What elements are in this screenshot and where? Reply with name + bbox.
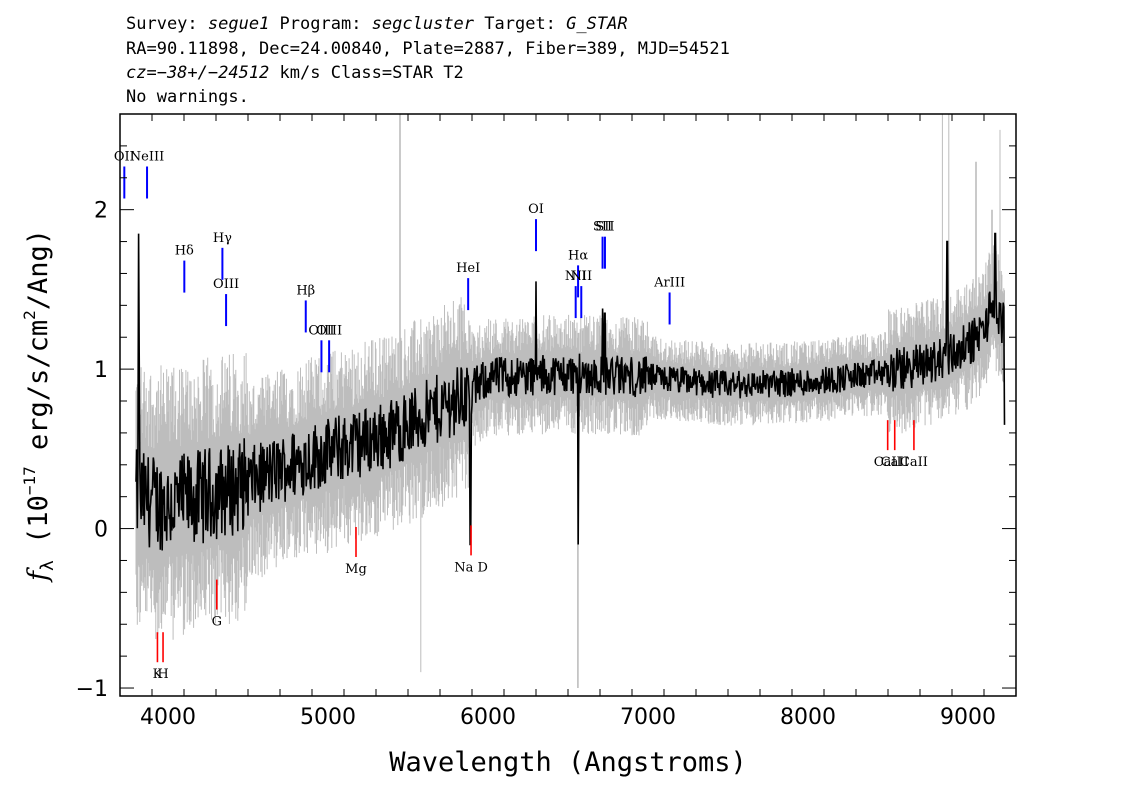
x-axis-label: Wavelength (Angstroms)	[389, 747, 747, 778]
header-run: km/s Class=STAR T2	[269, 63, 463, 83]
flux-spectrum	[135, 232, 1006, 551]
absorption-line-label: CaII	[900, 455, 928, 470]
x-tick-label: 8000	[780, 705, 836, 730]
emission-line-label: Hβ	[296, 283, 315, 298]
header-line-coordinates: RA=90.11898, Dec=24.00840, Plate=2887, F…	[126, 39, 730, 59]
y-axis-label: fλ (10−17 erg/s/cm2/Ang)	[20, 229, 58, 583]
axis-ticks: 4000 5000 6000 7000 8000 9000 −1 0 1 2	[76, 114, 1017, 730]
absorption-line-label: G	[212, 615, 222, 630]
absorption-line-label: Na D	[454, 560, 488, 575]
absorption-line-label: H	[157, 667, 168, 682]
header-run: G_STAR	[566, 14, 627, 34]
emission-line-label: NII	[570, 269, 592, 284]
absorption-line-label: K	[153, 667, 163, 682]
header-line-redshift: cz=−38+/−24512 km/s Class=STAR T2	[126, 63, 464, 83]
y-tick-label: −1	[76, 677, 108, 702]
x-tick-label: 7000	[620, 705, 676, 730]
y-label-part: erg/s/cm	[23, 320, 54, 466]
header-run: segcluster	[372, 14, 475, 34]
emission-line-label: Hγ	[213, 231, 232, 246]
x-tick-label: 5000	[300, 705, 356, 730]
y-tick-label: 0	[94, 518, 108, 543]
emission-line-label: SII	[595, 220, 614, 235]
y-label-part: f	[23, 567, 54, 583]
y-label-part: λ	[37, 560, 58, 571]
error-spectrum	[135, 114, 1005, 688]
x-tick-label: 4000	[140, 705, 196, 730]
y-label-part: (10	[23, 495, 54, 560]
x-tick-label: 6000	[460, 705, 516, 730]
absorption-line-label: Mg	[345, 562, 367, 577]
y-label-part: /Ang)	[23, 229, 54, 310]
y-label-part: 2	[20, 310, 39, 320]
header-run: Target:	[474, 14, 566, 34]
emission-line-label: HeI	[456, 261, 480, 276]
absorption-line-label: CaII	[874, 455, 902, 470]
emission-line-label: NII	[565, 269, 587, 284]
emission-line-label: NeIII	[130, 150, 164, 165]
absorption-line-label: CaII	[881, 455, 909, 470]
emission-line-label: ArIII	[653, 275, 685, 290]
header-run: Program:	[269, 14, 371, 34]
y-tick-label: 2	[94, 199, 108, 224]
emission-line-label: OIII	[316, 323, 342, 338]
emission-line-label: Hδ	[175, 244, 194, 259]
emission-line-label: Hα	[568, 248, 588, 263]
emission-line-label: OI	[528, 202, 544, 217]
header-run: cz=−38+/−24512	[126, 63, 269, 83]
header-line-survey: Survey: segue1 Program: segcluster Targe…	[126, 14, 628, 34]
emission-line-label: OIII	[308, 323, 334, 338]
y-tick-label: 1	[94, 358, 108, 383]
emission-line-label: OII	[114, 150, 135, 165]
header-run: Survey:	[126, 14, 208, 34]
y-label-part: −17	[20, 466, 39, 495]
x-tick-label: 9000	[940, 705, 996, 730]
emission-line-label: OIII	[213, 277, 239, 292]
chart-header: Survey: segue1 Program: segcluster Targe…	[126, 14, 730, 107]
emission-line-label: SII	[593, 220, 612, 235]
header-line-warnings: No warnings.	[126, 87, 249, 107]
header-run: segue1	[208, 14, 269, 34]
